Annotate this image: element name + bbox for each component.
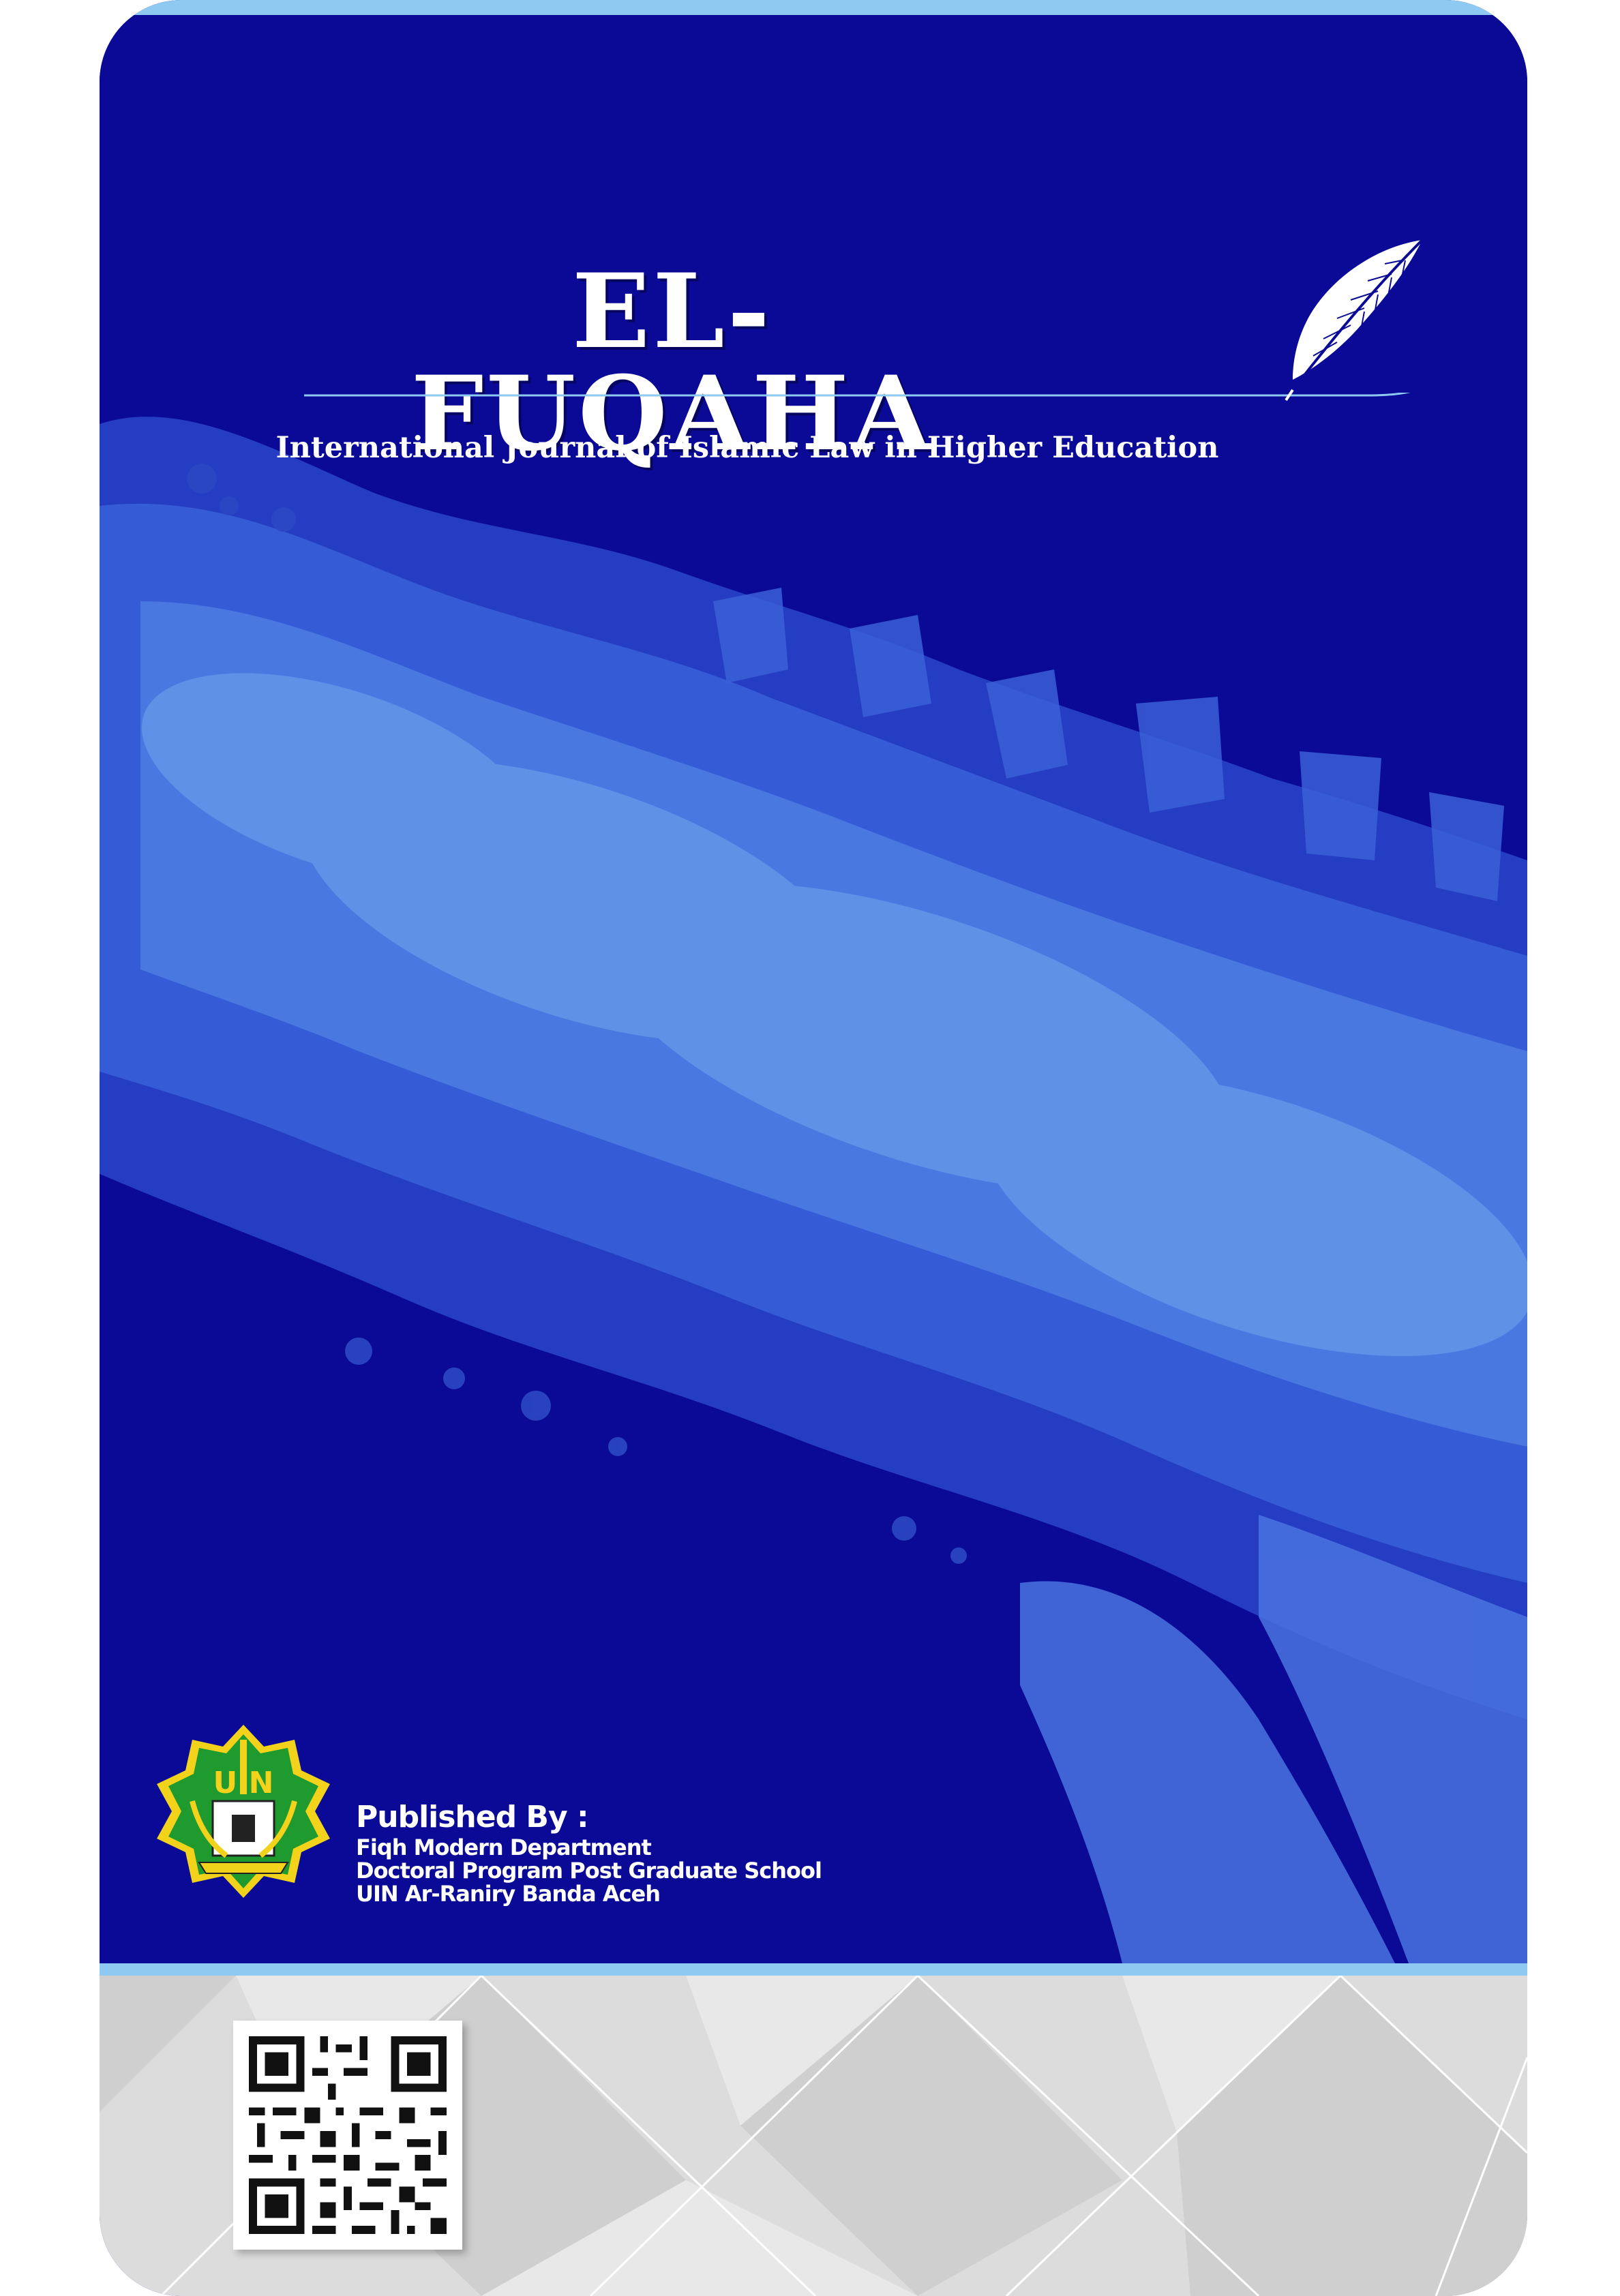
top-accent-strip [100,0,1527,15]
logo-text: UIN [213,1766,274,1800]
footer-panel [100,1976,1527,2296]
publisher-line: UIN Ar-Raniry Banda Aceh [356,1880,661,1907]
cover-main-panel: EL-FUQAHA International Journal of Islam… [100,15,1527,1963]
publisher-block: Published By : Fiqh Modern Department Do… [356,1800,822,1907]
feather-quill-icon [1285,239,1424,402]
title-divider-line [304,393,1411,397]
footer-accent-strip [100,1963,1527,1976]
watercolor-splash [100,417,1527,1963]
uin-ar-raniry-emblem: UIN [157,1725,330,1898]
publisher-line: Doctoral Program Post Graduate School [356,1857,822,1884]
journal-subtitle: International Journal of Islamic Law in … [275,431,1219,465]
qr-code[interactable] [233,2021,462,2250]
publisher-line: Fiqh Modern Department [356,1834,652,1861]
publisher-heading: Published By : [356,1800,589,1834]
journal-title: EL-FUQAHA [410,252,934,474]
journal-cover: EL-FUQAHA International Journal of Islam… [100,0,1527,2296]
